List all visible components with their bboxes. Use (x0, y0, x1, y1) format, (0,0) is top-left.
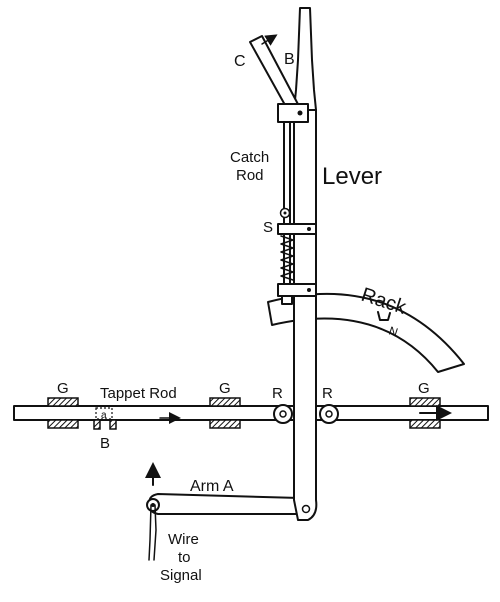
label-wire-3: Signal (160, 567, 202, 584)
label-r-right: R (322, 385, 333, 402)
coil-spring (280, 235, 294, 281)
label-tappet-rod: Tappet Rod (100, 385, 177, 402)
lever-shaft (293, 109, 318, 521)
guide-left (47, 397, 79, 429)
arm-a (148, 493, 307, 515)
label-b-top: B (284, 51, 295, 68)
lever-handle (293, 7, 317, 111)
tappet-notch (93, 407, 117, 430)
signal-wire (148, 504, 157, 561)
label-wire-2: to (178, 549, 191, 566)
tappet-rod (13, 405, 489, 421)
catch-handle (249, 35, 301, 115)
label-g-middle: G (219, 380, 231, 397)
label-a-small: a (101, 410, 107, 421)
label-b-bottom: B (100, 435, 110, 452)
label-g-left: G (57, 380, 69, 397)
label-catch-rod-1: Catch (230, 149, 269, 166)
rack-notch (377, 311, 391, 321)
label-catch-rod-2: Rod (236, 167, 264, 184)
label-wire-1: Wire (168, 531, 199, 548)
label-g-right: G (418, 380, 430, 397)
label-r-left: R (272, 385, 283, 402)
catch-arrow (261, 34, 278, 46)
label-arm-a: Arm A (190, 478, 234, 495)
guide-right (409, 397, 441, 429)
guide-middle (209, 397, 241, 429)
catch-block-top (277, 103, 309, 123)
label-lever: Lever (322, 163, 382, 190)
label-c: C (234, 53, 246, 70)
spring-clamp (277, 223, 317, 235)
label-n: N (387, 324, 400, 340)
catch-block-bottom (277, 283, 317, 297)
label-s: S (263, 219, 273, 236)
